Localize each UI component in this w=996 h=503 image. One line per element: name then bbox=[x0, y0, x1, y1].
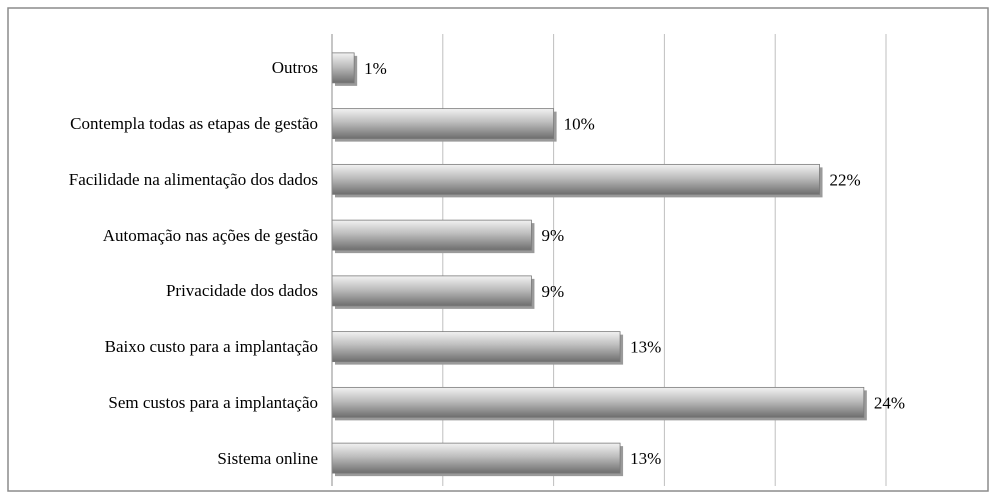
category-label-box: Facilidade na alimentação dos dados bbox=[68, 169, 318, 189]
value-label: 13% bbox=[630, 449, 661, 468]
category-label-box: Sem custos para a implantação bbox=[108, 392, 318, 412]
value-label: 10% bbox=[564, 115, 595, 134]
value-label: 22% bbox=[830, 170, 861, 189]
bar bbox=[331, 442, 621, 474]
bar bbox=[331, 108, 555, 140]
value-label: 9% bbox=[541, 282, 564, 301]
category-label: Sistema online bbox=[217, 448, 318, 468]
category-label: Automação nas ações de gestão bbox=[102, 225, 318, 245]
value-label: 9% bbox=[541, 226, 564, 245]
category-label: Privacidade dos dados bbox=[165, 281, 318, 301]
bar bbox=[331, 163, 820, 195]
category-label-box: Baixo custo para a implantação bbox=[104, 337, 318, 357]
category-label: Outros bbox=[271, 58, 318, 78]
category-label-box: Automação nas ações de gestão bbox=[102, 225, 318, 245]
value-label: 13% bbox=[630, 338, 661, 357]
category-label-box: Privacidade dos dados bbox=[165, 281, 318, 301]
category-label: Sem custos para a implantação bbox=[108, 392, 318, 412]
bar bbox=[331, 386, 865, 418]
bar bbox=[331, 219, 532, 251]
category-label-box: Contempla todas as etapas de gestão bbox=[70, 114, 318, 134]
bar bbox=[331, 275, 532, 307]
category-label-box: Sistema online bbox=[217, 448, 318, 468]
category-label: Baixo custo para a implantação bbox=[104, 337, 318, 357]
value-label: 1% bbox=[364, 59, 387, 78]
category-label-box: Outros bbox=[271, 58, 318, 78]
category-label: Facilidade na alimentação dos dados bbox=[68, 169, 318, 189]
bar bbox=[331, 52, 355, 84]
bar bbox=[331, 331, 621, 363]
value-label: 24% bbox=[874, 393, 905, 412]
category-label: Contempla todas as etapas de gestão bbox=[70, 114, 318, 134]
